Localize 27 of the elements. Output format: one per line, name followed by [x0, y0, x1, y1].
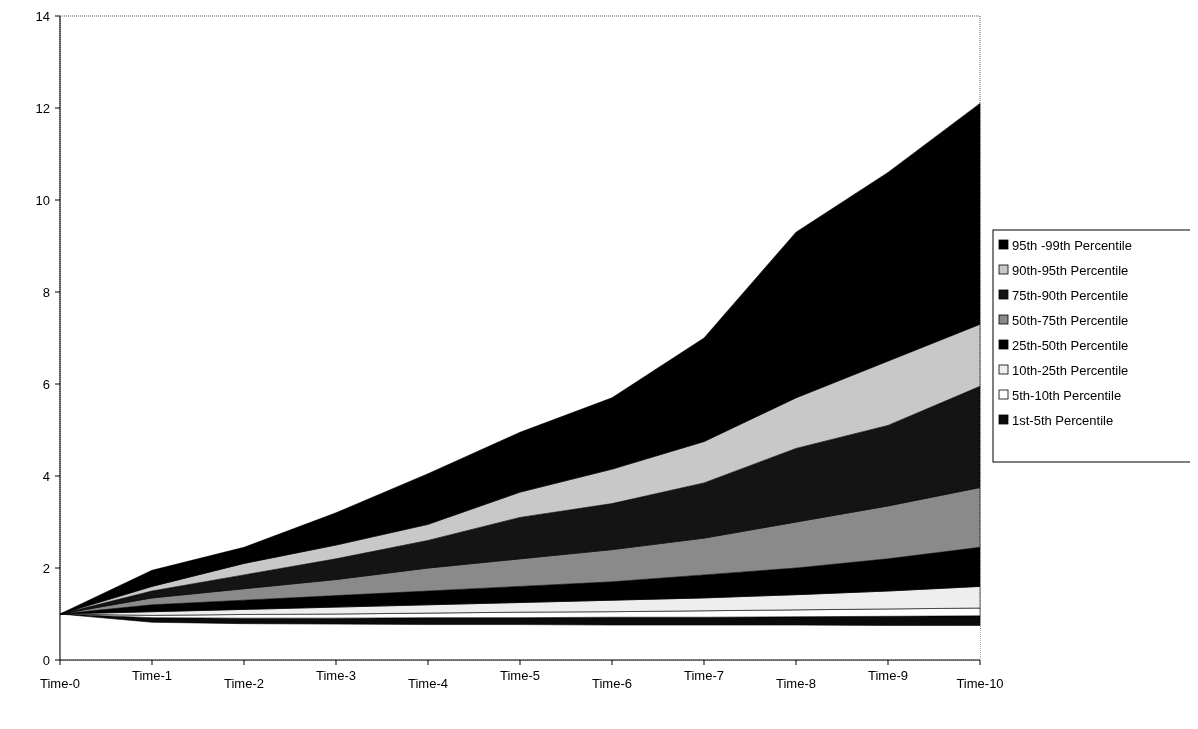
y-tick-label: 8 [42, 284, 50, 300]
x-tick-label: Time-7 [684, 668, 724, 683]
y-tick-label: 6 [42, 376, 50, 392]
legend-label: 1st-5th Percentile [1012, 412, 1114, 428]
y-tick-label: 12 [35, 100, 50, 116]
y-tick-label: 2 [42, 560, 50, 576]
legend-label: 75th-90th Percentile [1012, 287, 1129, 303]
x-tick-label: Time-2 [224, 676, 264, 691]
legend-label: 25th-50th Percentile [1012, 337, 1129, 353]
x-tick-label: Time-8 [776, 676, 816, 691]
legend-label: 90th-95th Percentile [1012, 262, 1129, 278]
x-tick-label: Time-5 [500, 668, 540, 683]
x-tick-label: Time-0 [40, 676, 80, 691]
legend-label: 10th-25th Percentile [1012, 362, 1129, 378]
x-tick-label: Time-10 [956, 676, 1004, 691]
y-tick-label: 10 [35, 192, 50, 208]
x-tick-label: Time-9 [868, 668, 908, 683]
y-tick-label: 14 [35, 8, 50, 24]
legend-label: 50th-75th Percentile [1012, 312, 1129, 328]
legend-label: 5th-10th Percentile [1012, 387, 1122, 403]
y-tick-label: 4 [42, 468, 50, 484]
legend-label: 95th -99th Percentile [1012, 237, 1132, 253]
x-tick-label: Time-4 [408, 676, 448, 691]
y-tick-label: 0 [42, 652, 50, 668]
x-tick-label: Time-3 [316, 668, 356, 683]
x-tick-label: Time-6 [592, 676, 632, 691]
x-tick-label: Time-1 [132, 668, 172, 683]
